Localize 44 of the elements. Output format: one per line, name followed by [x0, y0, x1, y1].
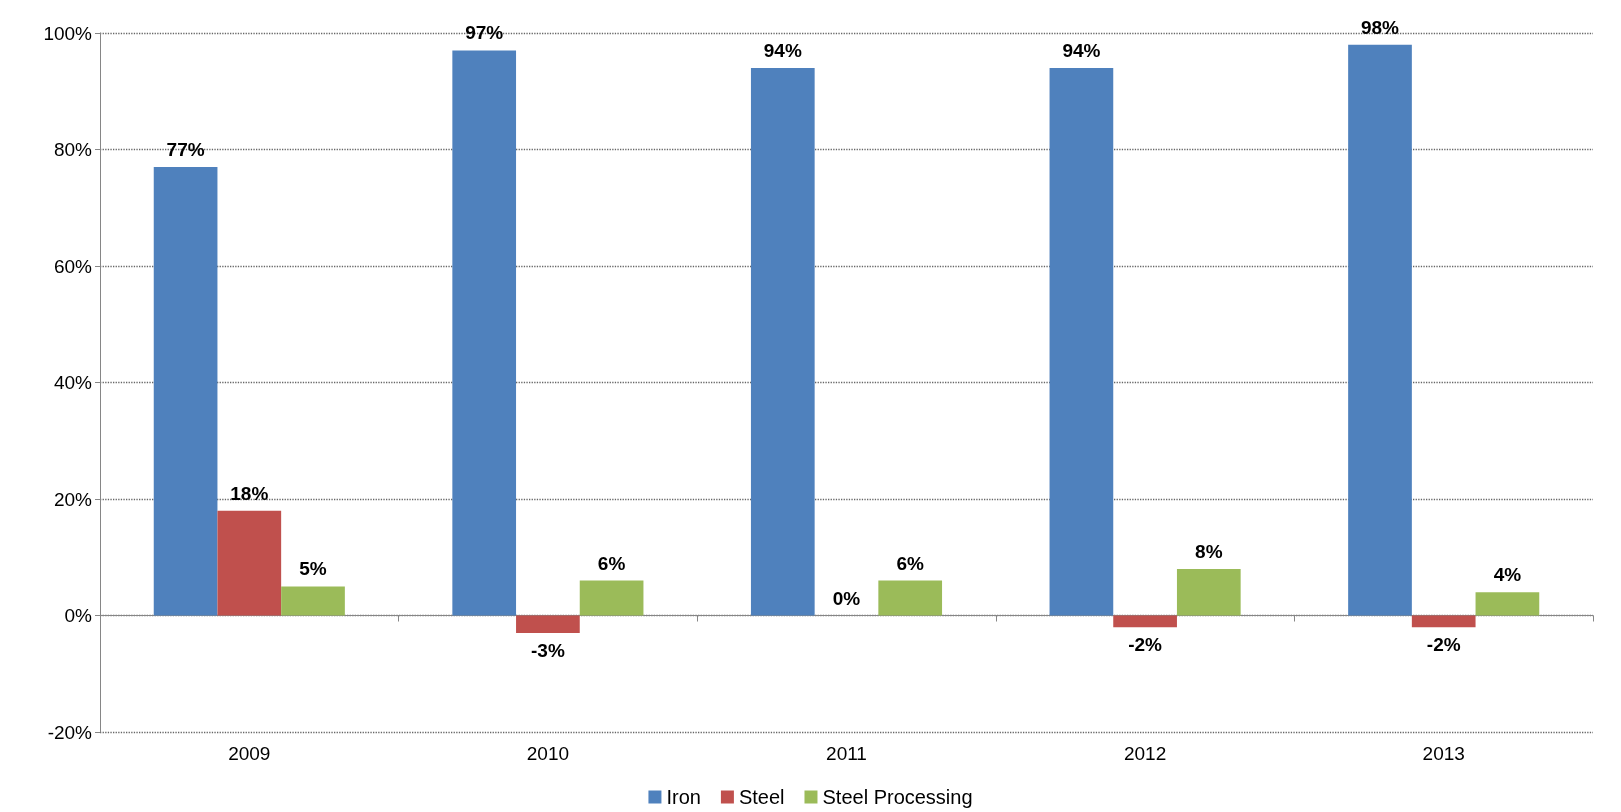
- bar: [878, 580, 943, 616]
- y-tick-label: -20%: [47, 721, 93, 743]
- bar: [1176, 568, 1241, 616]
- data-label: -3%: [531, 639, 565, 661]
- bar: [1049, 67, 1114, 616]
- data-label: 8%: [1195, 540, 1223, 562]
- data-label: -2%: [1128, 634, 1163, 656]
- data-label: 18%: [230, 482, 269, 504]
- y-tick-label: 20%: [53, 488, 93, 510]
- data-label: 94%: [763, 39, 802, 61]
- y-tick-label: 40%: [53, 372, 93, 393]
- bar: [281, 586, 345, 616]
- bar: [516, 615, 580, 633]
- x-tick-label: 2013: [1422, 743, 1465, 764]
- y-tick-label: 80%: [53, 139, 93, 160]
- bar: [579, 580, 644, 616]
- bar: [217, 510, 282, 616]
- bar: [1113, 615, 1177, 628]
- data-label: -2%: [1426, 634, 1461, 656]
- x-tick-label: 2010: [526, 743, 570, 764]
- legend-label: Iron: [666, 786, 701, 808]
- legend-label: Steel Processing: [822, 786, 973, 808]
- y-tick-label: 100%: [43, 22, 93, 44]
- data-label: 4%: [1493, 564, 1522, 586]
- y-tick-label: 0%: [64, 605, 93, 626]
- data-label: 94%: [1062, 39, 1101, 61]
- y-tick-label: 60%: [53, 255, 93, 277]
- bar: [1348, 44, 1412, 616]
- data-label: 97%: [465, 22, 504, 44]
- bar: [1411, 615, 1476, 628]
- data-label: 98%: [1360, 16, 1400, 38]
- bar: [1475, 592, 1540, 616]
- data-label: 0%: [832, 587, 861, 609]
- data-label: 6%: [896, 552, 925, 574]
- bar: [750, 67, 815, 616]
- x-tick-label: 2011: [826, 743, 867, 764]
- x-tick-label: 2009: [228, 743, 271, 764]
- x-tick-label: 2012: [1123, 743, 1167, 764]
- bar: [452, 50, 517, 616]
- data-label: 5%: [299, 558, 327, 580]
- data-label: 6%: [597, 552, 626, 574]
- legend-label: Steel: [738, 786, 785, 808]
- bar: [153, 166, 218, 616]
- data-label: 77%: [166, 138, 205, 160]
